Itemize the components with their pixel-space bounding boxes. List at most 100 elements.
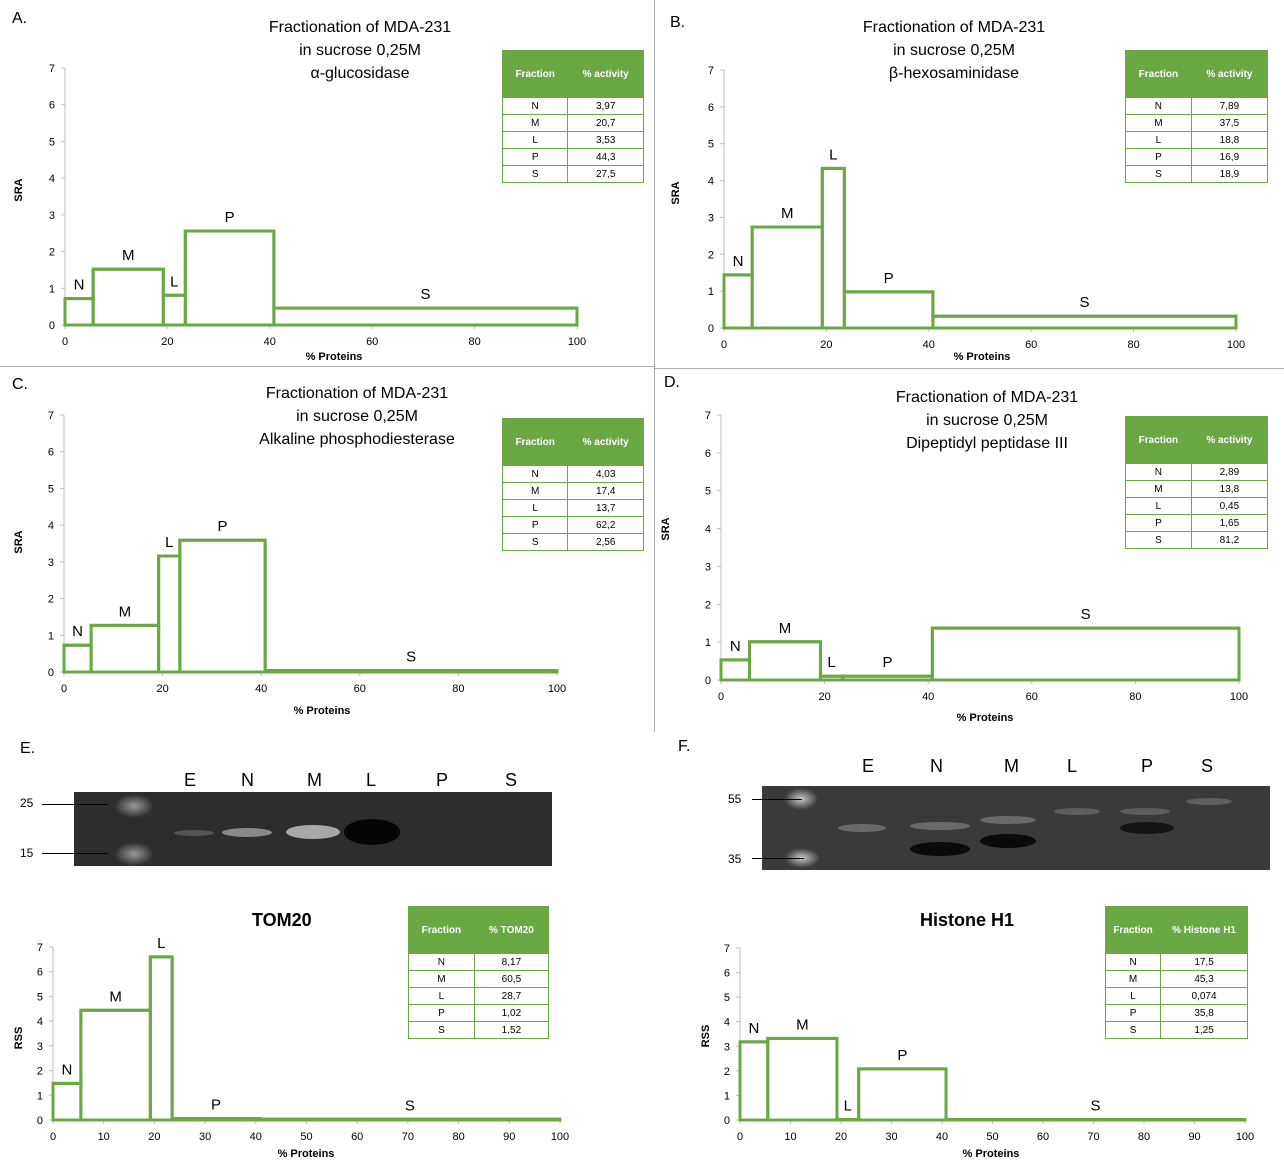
percent-cell: 35,8 (1160, 1004, 1248, 1022)
percent-cell: 13,7 (567, 499, 644, 517)
x-tick-label: 20 (835, 1131, 847, 1143)
bar-p (178, 538, 267, 674)
lane-label-p: P (436, 770, 449, 790)
x-tick-label: 70 (402, 1131, 414, 1143)
table-row: M 17,4 (501, 482, 644, 500)
x-axis-label: % Proteins (294, 705, 351, 717)
y-tick-label: 1 (48, 630, 54, 642)
lane-label-m: M (307, 770, 322, 790)
percent-cell: 8,17 (473, 953, 550, 971)
bar-m (91, 267, 165, 327)
fraction-cell: N (1125, 97, 1192, 115)
percent-cell: 28,7 (473, 987, 550, 1005)
bar-l (818, 674, 845, 682)
ladder-band-15 (114, 842, 154, 866)
bar-label-m: M (779, 620, 792, 637)
table-row: N 2,89 (1125, 463, 1269, 481)
bar-label-l: L (844, 1098, 852, 1115)
x-tick-label: 40 (936, 1131, 948, 1143)
panel-divider-horizontal-left (0, 366, 654, 367)
y-tick-label: 1 (724, 1090, 730, 1102)
bar-label-p: P (211, 1097, 221, 1114)
percent-cell: 60,5 (473, 970, 550, 988)
table-header-row: Fraction% activity (501, 418, 644, 466)
table-row: S 2,56 (501, 533, 644, 551)
percent-cell: 1,02 (473, 1004, 550, 1022)
y-tick-label: 2 (48, 594, 54, 606)
fraction-cell: P (1125, 148, 1192, 166)
table-row: N 3,97 (501, 97, 644, 115)
fraction-cell: P (1104, 1004, 1162, 1022)
lane-label-e: E (184, 770, 197, 790)
x-tick-label: 100 (1230, 691, 1248, 703)
y-tick-label: 4 (708, 176, 714, 188)
fraction-cell: M (408, 970, 475, 988)
table-header-row: Fraction% activity (1125, 50, 1269, 98)
x-tick-label: 20 (818, 691, 830, 703)
y-tick-label: 5 (705, 486, 711, 498)
table-header-cell: Fraction (501, 418, 569, 466)
panel-label-c: C. (12, 376, 28, 393)
table-row: L 13,7 (501, 499, 644, 517)
y-axis-label: RSS (700, 1025, 712, 1048)
y-axis-label: SRA (660, 517, 672, 540)
x-tick-label: 40 (923, 339, 935, 351)
y-tick-label: 3 (48, 557, 54, 569)
percent-cell: 2,56 (567, 533, 644, 551)
fraction-cell: S (1104, 1021, 1162, 1039)
x-tick-label: 10 (784, 1131, 796, 1143)
percent-cell: 1,52 (473, 1021, 550, 1039)
bar-label-l: L (829, 146, 837, 163)
y-tick-label: 3 (49, 210, 55, 222)
fraction-cell: S (1125, 165, 1192, 183)
table-row: P 62,2 (501, 516, 644, 534)
band-e-upper (838, 824, 886, 832)
y-tick-label: 0 (48, 667, 54, 679)
band-e (174, 830, 214, 836)
x-axis-label: % Proteins (306, 351, 363, 363)
western-blot-f (762, 786, 1270, 870)
y-tick-label: 1 (708, 286, 714, 298)
band-p-lower (1120, 822, 1174, 834)
bar-label-s: S (405, 1097, 415, 1114)
y-tick-label: 7 (48, 410, 54, 422)
fraction-cell: S (501, 165, 569, 183)
y-tick-label: 7 (724, 943, 730, 955)
y-tick-label: 7 (37, 942, 43, 954)
x-tick-label: 0 (737, 1131, 743, 1143)
x-tick-label: 40 (264, 336, 276, 348)
x-tick-label: 40 (922, 691, 934, 703)
chart-title-d: Fractionation of MDA-231 in sucrose 0,25M… (895, 389, 1079, 452)
bar-p (170, 1117, 262, 1122)
bar-p (841, 674, 934, 682)
percent-cell: 62,2 (567, 516, 644, 534)
fraction-cell: P (501, 148, 569, 166)
y-tick-label: 2 (705, 599, 711, 611)
table-header-cell: Fraction (1125, 416, 1192, 464)
band-s (1186, 798, 1232, 805)
x-axis-label: % Proteins (278, 1148, 335, 1160)
marker-table-e: Fraction% TOM20 N 8,17 M 60,5 L 28,7 P 1,02 S 1,52 (408, 906, 550, 1039)
percent-cell: 18,8 (1190, 131, 1269, 149)
y-tick-label: 3 (708, 212, 714, 224)
x-tick-label: 50 (986, 1131, 998, 1143)
mw-marker-25: 25 (20, 796, 34, 810)
x-tick-label: 0 (61, 683, 67, 695)
table-row: L 3,53 (501, 131, 644, 149)
percent-cell: 81,2 (1190, 531, 1269, 549)
y-tick-label: 0 (49, 320, 55, 332)
lane-label-m: M (1004, 756, 1019, 776)
marker-table-f: Fraction% Histone H1 N 17,5 M 45,3 L 0,074 P 35,… (1104, 906, 1248, 1039)
table-row: S 18,9 (1125, 165, 1269, 183)
fraction-cell: N (1125, 463, 1192, 481)
percent-cell: 17,5 (1160, 953, 1248, 971)
x-tick-label: 0 (721, 339, 727, 351)
bar-label-n: N (730, 638, 741, 655)
table-header-cell: % activity (567, 418, 644, 466)
y-tick-label: 7 (708, 65, 714, 77)
bar-label-s: S (420, 286, 430, 303)
fraction-cell: N (501, 465, 569, 483)
table-header-cell: % TOM20 (473, 906, 550, 954)
table-row: M 45,3 (1104, 970, 1248, 988)
